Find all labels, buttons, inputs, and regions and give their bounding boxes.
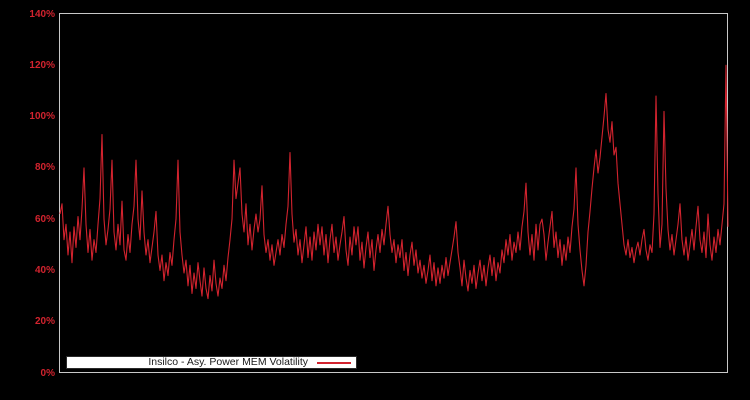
y-tick-label: 40% [34, 264, 55, 276]
y-tick-label: 100% [29, 111, 55, 123]
y-tick-label: 120% [29, 59, 55, 71]
volatility-line [59, 64, 729, 300]
y-tick-label: 0% [40, 367, 55, 379]
y-tick-label: 80% [34, 162, 55, 174]
legend: Insilco - Asy. Power MEM Volatility [66, 356, 357, 369]
y-tick-label: 60% [34, 213, 55, 225]
y-tick-label: 20% [34, 316, 55, 328]
legend-label: Insilco - Asy. Power MEM Volatility [148, 356, 308, 368]
legend-line-sample [317, 361, 351, 364]
y-tick-label: 140% [29, 8, 55, 20]
plot-area [59, 13, 728, 373]
